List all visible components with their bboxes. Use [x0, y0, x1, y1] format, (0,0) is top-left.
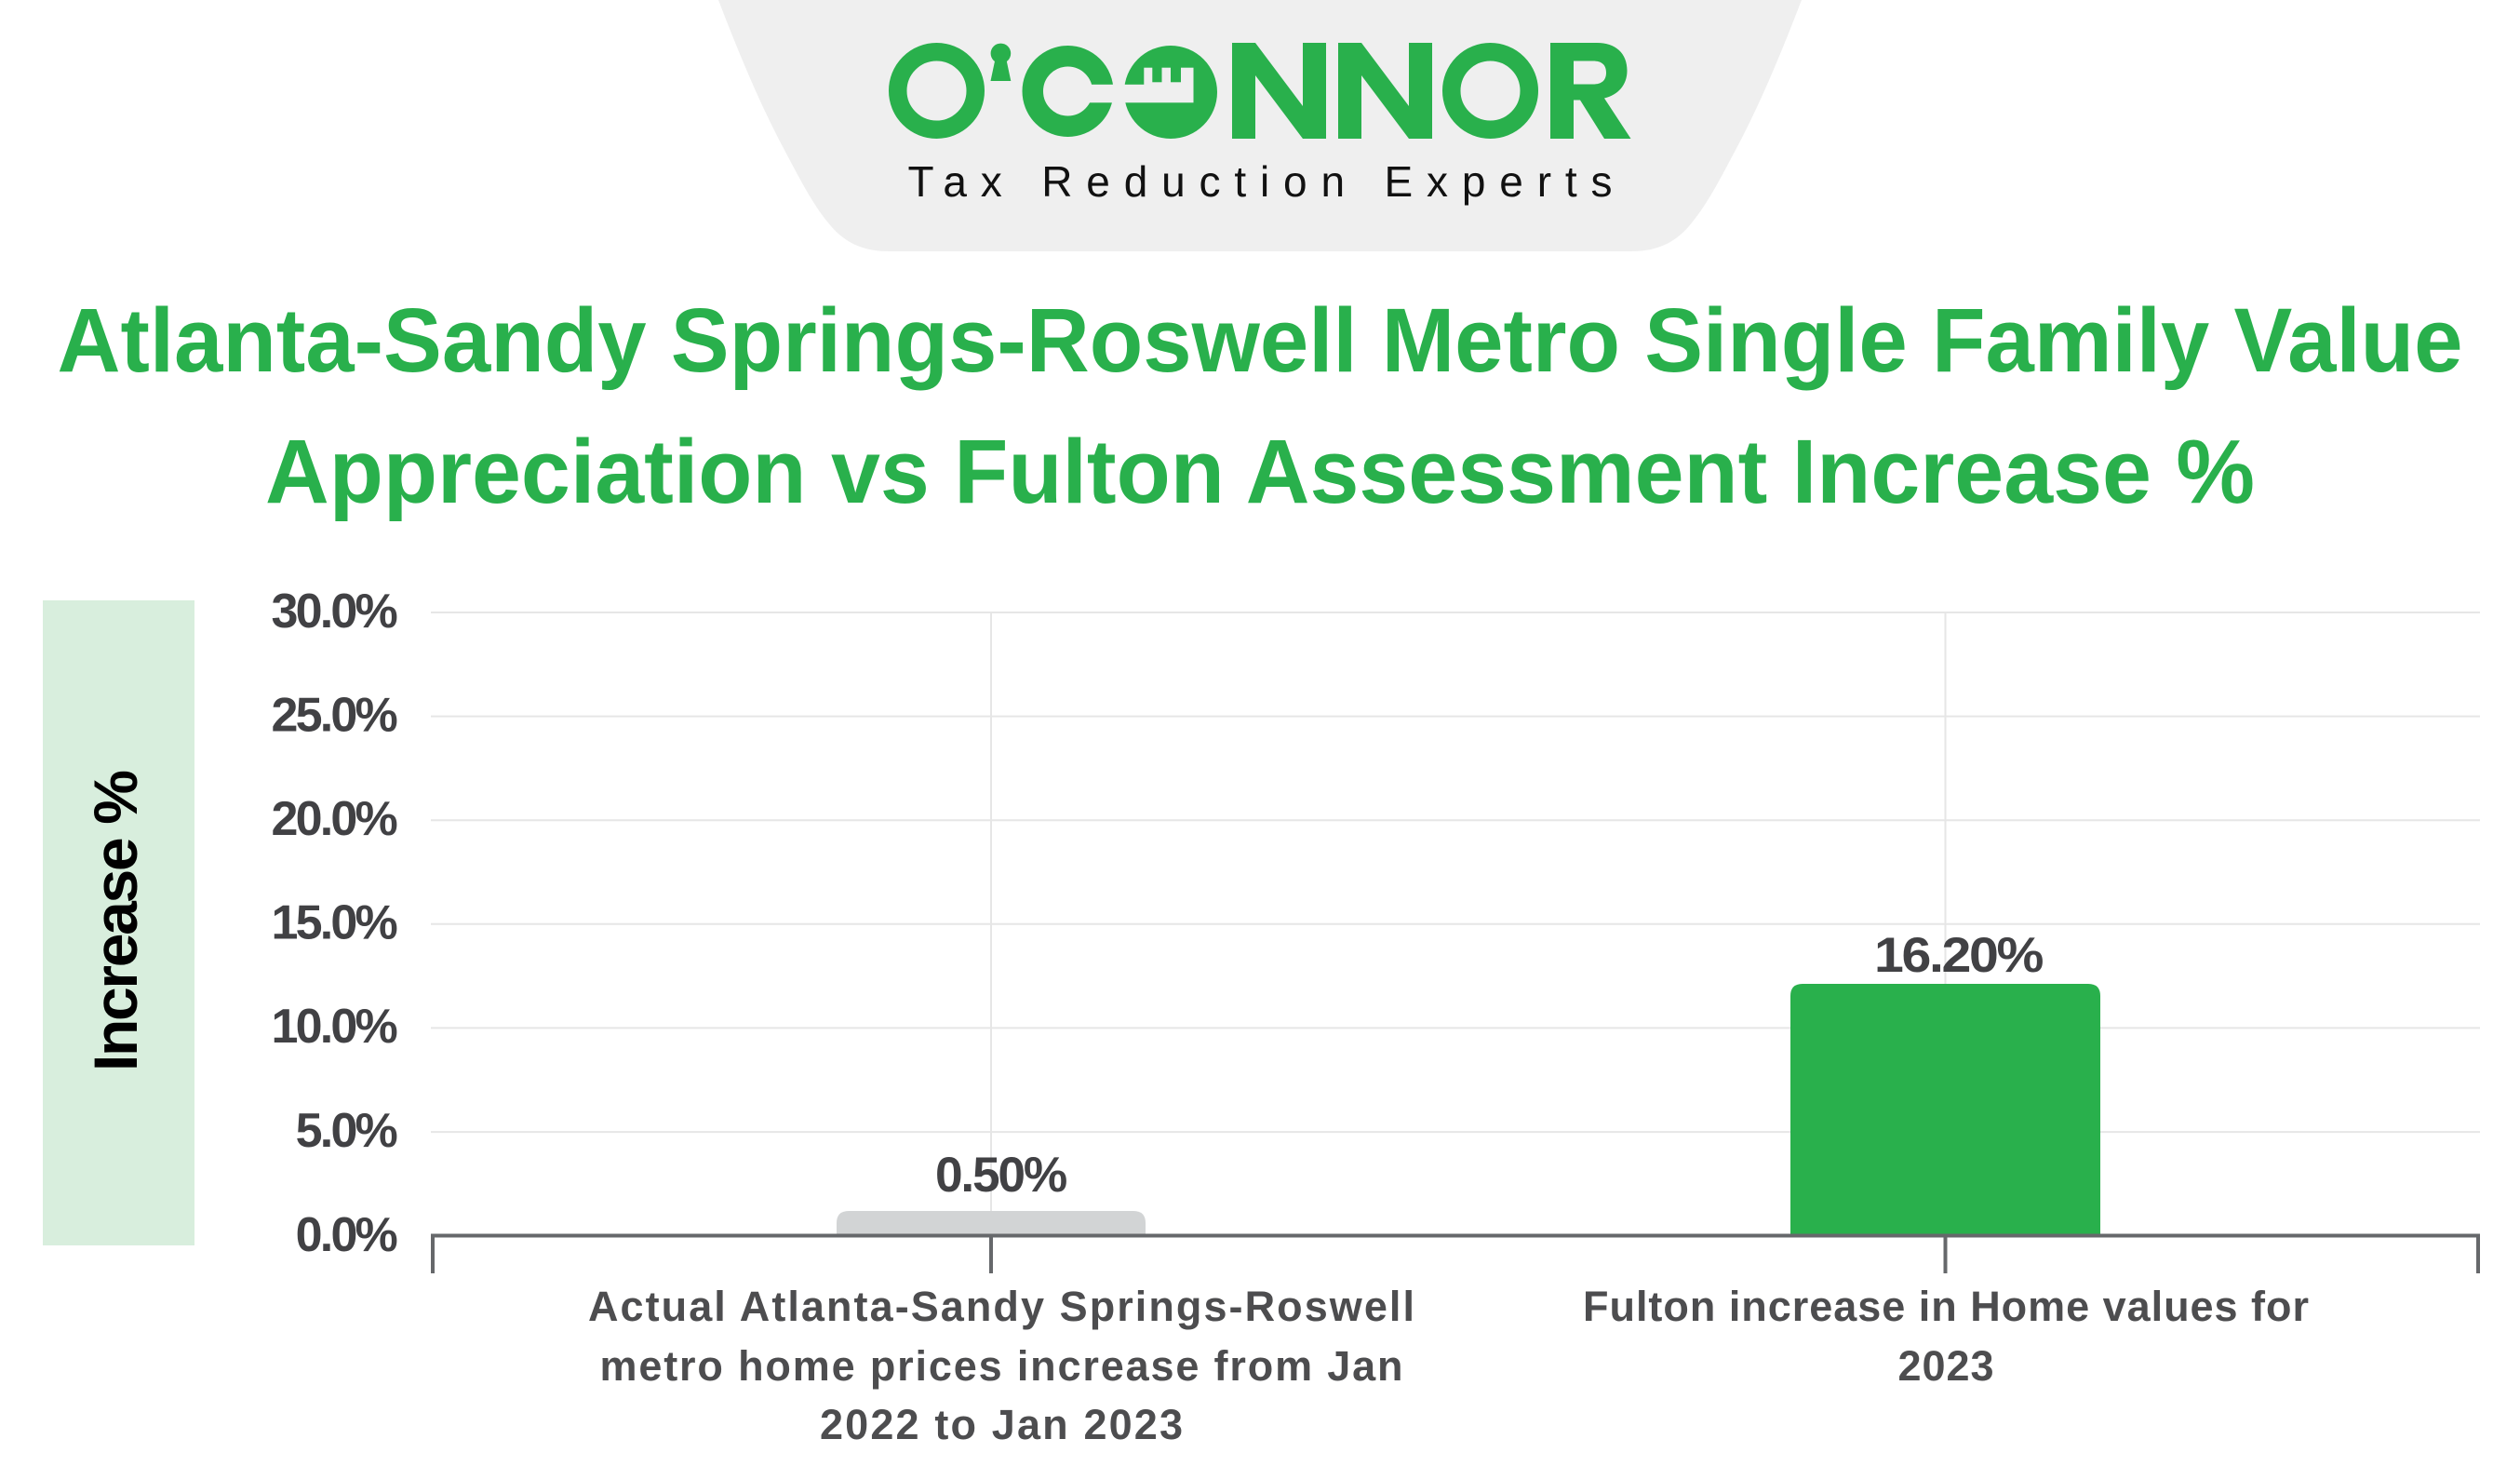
svg-text:0.0%: 0.0% [296, 1208, 397, 1262]
svg-text:10.0%: 10.0% [272, 1000, 397, 1054]
svg-text:0.50%: 0.50% [935, 1148, 1066, 1203]
svg-text:20.0%: 20.0% [272, 792, 397, 846]
svg-text:Atlanta-Sandy Springs-Roswell: Atlanta-Sandy Springs-Roswell Metro Sing… [58, 289, 2463, 391]
svg-text:Actual Atlanta-Sandy Springs-R: Actual Atlanta-Sandy Springs-Roswell [588, 1283, 1414, 1330]
svg-text:30.0%: 30.0% [272, 585, 397, 639]
svg-text:2022 to Jan 2023: 2022 to Jan 2023 [820, 1401, 1183, 1448]
svg-text:5.0%: 5.0% [296, 1104, 397, 1158]
svg-text:Increase %: Increase % [81, 770, 150, 1071]
svg-text:metro home prices increase fro: metro home prices increase from Jan [600, 1342, 1403, 1390]
svg-text:2023: 2023 [1898, 1342, 1994, 1390]
svg-text:Appreciation vs Fulton Assessm: Appreciation vs Fulton Assessment Increa… [265, 421, 2255, 522]
svg-text:15.0%: 15.0% [272, 896, 397, 950]
svg-text:Fulton increase in Home values: Fulton increase in Home values for [1583, 1283, 2309, 1330]
svg-text:16.20%: 16.20% [1874, 928, 2043, 983]
svg-text:25.0%: 25.0% [272, 689, 397, 743]
